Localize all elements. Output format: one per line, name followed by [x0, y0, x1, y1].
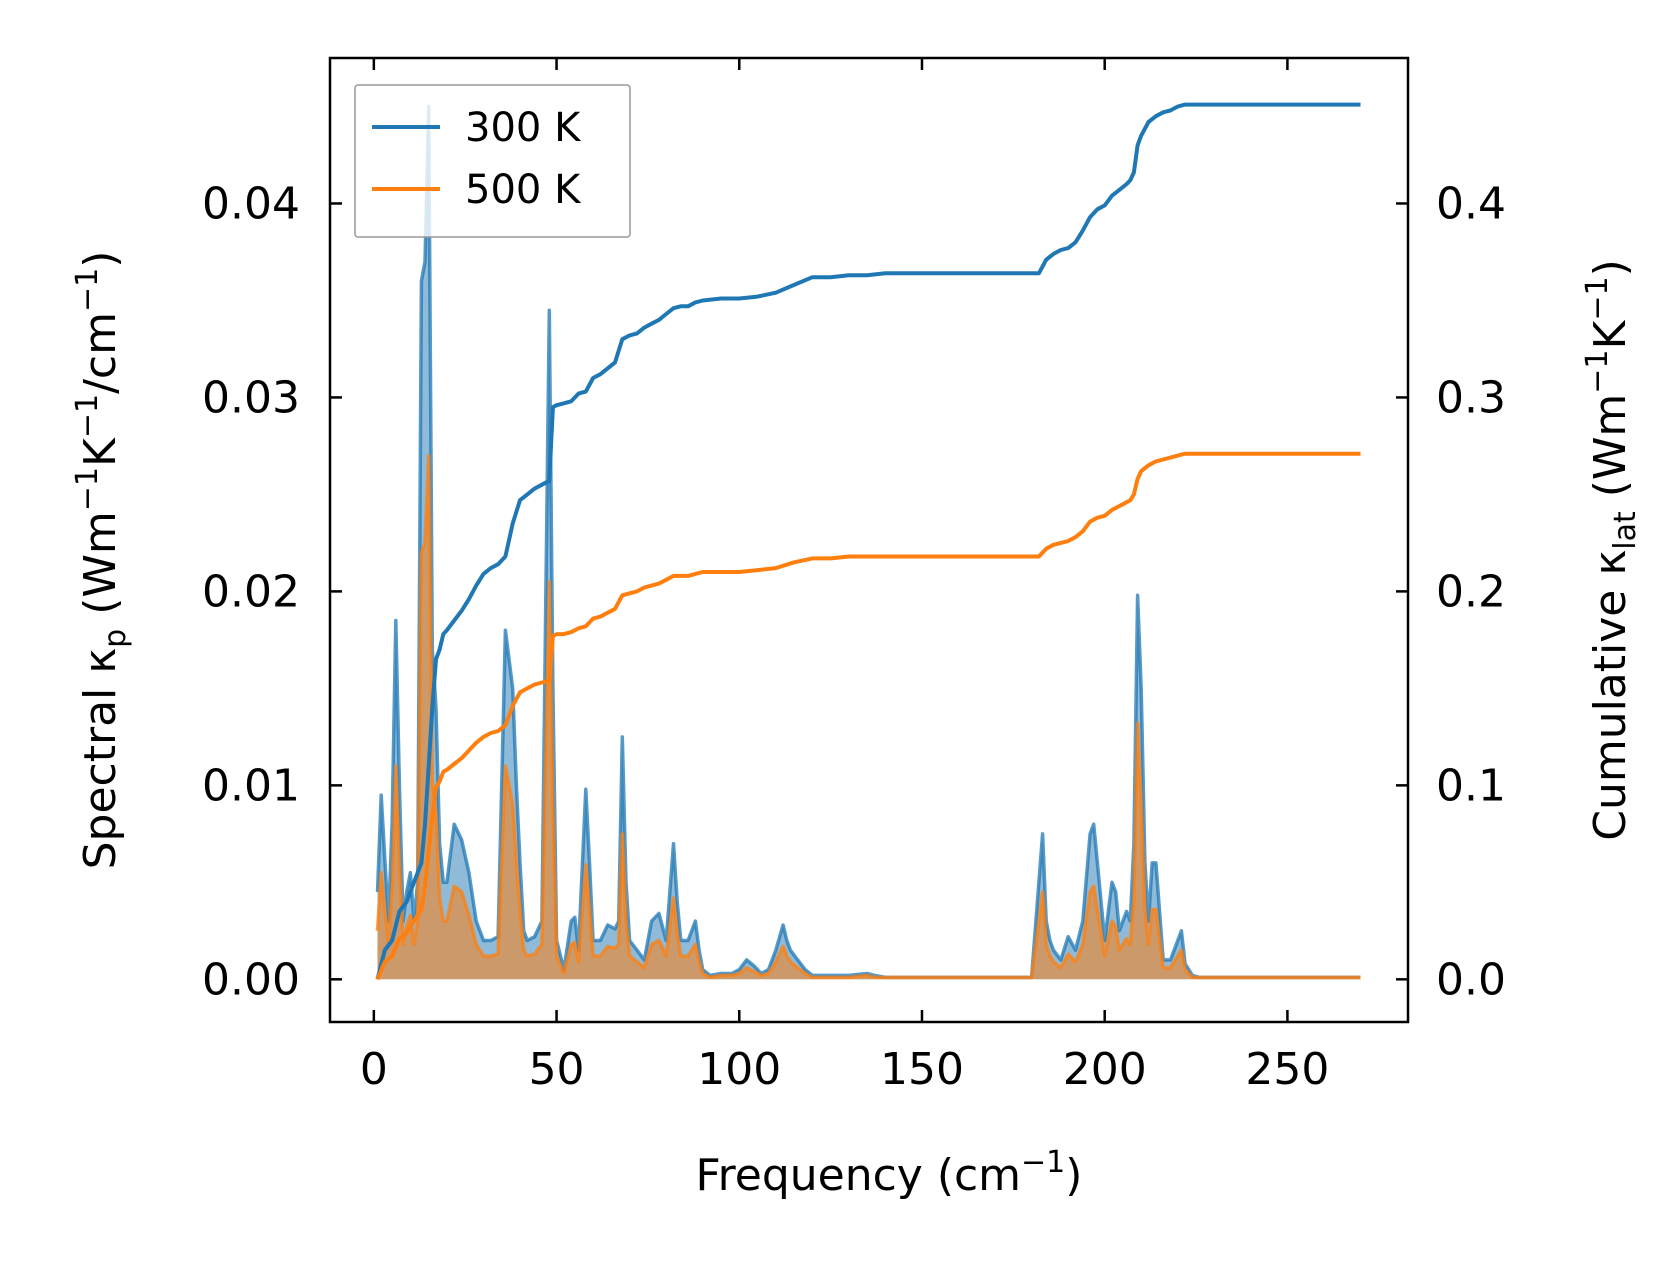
y-right-tick-label: 0.4	[1436, 178, 1506, 229]
y-left-tick-label: 0.01	[202, 760, 300, 811]
spectral-fills	[375, 104, 1361, 980]
x-tick-label: 200	[1063, 1044, 1147, 1095]
y-left-tick-label: 0.03	[202, 372, 300, 423]
y-right-tick-label: 0.2	[1436, 566, 1506, 617]
spectral-fill-500k	[377, 455, 1361, 980]
x-tick-label: 50	[529, 1044, 585, 1095]
legend-label-300k: 300 K	[465, 105, 582, 151]
legend-box	[354, 84, 631, 238]
tick-labels: 0 50 100 150 200 250 0.00 0.01 0.02 0.03 0.04 0.0 0.…	[202, 178, 1506, 1095]
y-right-tick-label: 0.3	[1436, 372, 1506, 423]
axis-ticks	[330, 58, 1408, 1022]
y-axis-left-label: Spectral κp (Wm−1K−1/cm−1)	[70, 251, 133, 870]
legend: 300 K 500 K	[354, 84, 631, 238]
spectral-line-300k	[375, 104, 1361, 980]
y-right-tick-label: 0.1	[1436, 760, 1506, 811]
y-right-tick-label: 0.0	[1436, 954, 1506, 1005]
x-axis-label: Frequency (cm−1)	[696, 1145, 1083, 1201]
spectral-line-500k	[375, 453, 1361, 980]
plot-frame	[328, 56, 1410, 1024]
cumulative-line-300k	[375, 102, 1361, 980]
y-left-tick-label: 0.00	[202, 954, 300, 1005]
y-left-tick-label: 0.02	[202, 566, 300, 617]
x-tick-label: 250	[1245, 1044, 1329, 1095]
cumulative-lines	[375, 102, 1361, 981]
legend-label-500k: 500 K	[465, 167, 582, 213]
x-tick-label: 100	[697, 1044, 781, 1095]
x-tick-label: 150	[880, 1044, 964, 1095]
y-left-tick-label: 0.04	[202, 178, 300, 229]
cumulative-line-500k	[375, 451, 1361, 981]
y-axis-right-label: Cumulative κlat (Wm−1K−1)	[1580, 259, 1643, 841]
x-tick-label: 0	[360, 1044, 388, 1095]
